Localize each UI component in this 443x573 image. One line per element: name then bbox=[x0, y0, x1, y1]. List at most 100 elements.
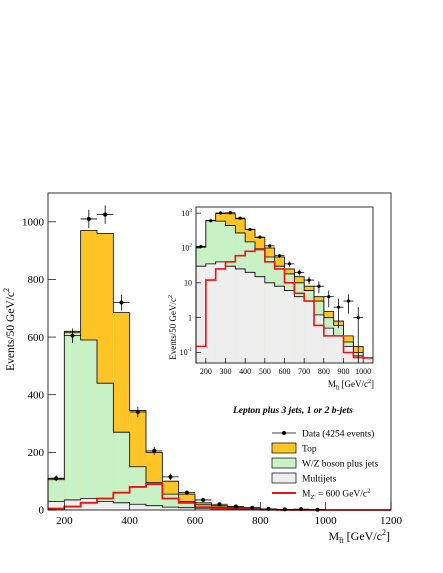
inset-data-point bbox=[356, 316, 360, 320]
legend: Data (4254 events) Top W/Z boson plus jets… bbox=[271, 429, 379, 502]
legend-data-marker bbox=[282, 431, 286, 435]
main-x-axis-label-sub: t̅t bbox=[337, 536, 344, 545]
inset-y-tick-label-base: 10 bbox=[184, 278, 192, 287]
main-y-tick-label: 1000 bbox=[22, 216, 45, 228]
main-wz-histogram-bin bbox=[146, 482, 163, 510]
legend-label: W/Z boson plus jets bbox=[302, 460, 379, 470]
main-x-axis-label-end: ] bbox=[386, 529, 390, 543]
main-y-tick-label: 0 bbox=[39, 505, 45, 517]
inset-x-axis-label-sup: 2 bbox=[368, 379, 371, 385]
legend-label-sup: 2 bbox=[367, 488, 370, 495]
inset-top-histogram-outline bbox=[195, 213, 373, 363]
inset-data-point bbox=[238, 216, 242, 220]
inset-data-point bbox=[277, 254, 282, 258]
inset-y-tick-label-base: 10 bbox=[181, 244, 189, 253]
main-x-tick-label: 600 bbox=[187, 515, 204, 527]
main-data-point bbox=[70, 333, 75, 338]
inset-multijet-histogram-bin bbox=[235, 268, 246, 363]
inset-x-tick-label: 300 bbox=[220, 367, 232, 376]
inset-data-point bbox=[336, 305, 341, 309]
main-multijet-histogram-bin bbox=[80, 498, 97, 510]
legend-label: MZ' = 600 GeV/c2 bbox=[302, 488, 370, 502]
inset-y-tick-label: 102 bbox=[181, 243, 192, 253]
main-multijet-histogram-bin bbox=[113, 502, 130, 510]
inset-data-point bbox=[346, 299, 351, 303]
inset-y-tick-label-base: 1 bbox=[188, 313, 192, 322]
legend-label-text: Multijets bbox=[302, 475, 337, 485]
main-data-point bbox=[184, 490, 189, 495]
main-data-point bbox=[152, 448, 157, 453]
inset-plot: 200 300 400 500 600 700 800 900 100010-111010210… bbox=[180, 206, 374, 376]
inset-multijet-histogram-bin bbox=[205, 263, 216, 363]
main-y-tick-label: 800 bbox=[28, 274, 45, 286]
main-y-tick-label: 200 bbox=[28, 447, 45, 459]
inset-x-axis-label-unit: [GeV/c bbox=[339, 379, 368, 389]
main-multijet-histogram-bin bbox=[97, 501, 114, 510]
main-data-point bbox=[119, 300, 124, 305]
main-x-axis-label-base: M bbox=[329, 529, 340, 543]
main-x-axis-label-sup: 2 bbox=[382, 528, 386, 537]
inset-data-point bbox=[297, 270, 301, 274]
main-multijet-histogram-bin bbox=[146, 505, 163, 510]
main-wz-histogram-bin bbox=[97, 383, 114, 510]
legend-label-tail: = 600 GeV/c bbox=[316, 490, 368, 500]
main-y-axis-label-text: Events/50 GeV/c bbox=[5, 292, 17, 371]
main-y-tick-label: 600 bbox=[28, 332, 45, 344]
inset-multijet-histogram-bin bbox=[304, 301, 314, 363]
inset-multijet-histogram-bin bbox=[333, 335, 344, 363]
main-y-axis-label: Events/50 GeV/c2 bbox=[2, 288, 17, 371]
inset-y-tick-label: 10-1 bbox=[180, 347, 193, 357]
legend-label: Multijets bbox=[302, 475, 337, 485]
main-x-tick-label: 800 bbox=[252, 515, 269, 527]
inset-x-tick-label: 400 bbox=[239, 367, 251, 376]
main-data-point bbox=[299, 507, 304, 512]
main-x-tick-label: 400 bbox=[121, 515, 138, 527]
inset-data-point bbox=[307, 278, 311, 282]
inset-y-axis-label-text: Events/50 GeV/c bbox=[168, 298, 178, 360]
main-multijet-histogram-bin bbox=[162, 507, 179, 510]
main-y-axis-label-sup: 2 bbox=[2, 288, 11, 292]
inset-x-tick-label: 500 bbox=[259, 367, 271, 376]
legend-label: Top bbox=[302, 445, 317, 455]
inset-multijet-histogram-bin bbox=[255, 276, 265, 363]
inset-y-tick-label-exp: -1 bbox=[188, 347, 193, 353]
inset-data-point bbox=[209, 219, 213, 223]
legend-swatch bbox=[271, 472, 297, 484]
inset-data-point bbox=[248, 227, 252, 232]
inset-x-axis-label-end: ] bbox=[371, 379, 374, 389]
main-y-tick-label: 400 bbox=[28, 389, 45, 401]
inset-y-tick-label: 103 bbox=[181, 208, 192, 218]
inset-x-tick-label: 700 bbox=[298, 367, 310, 376]
inset-y-tick-label-base: 10 bbox=[181, 209, 189, 218]
inset-multijet-histogram-bin bbox=[245, 272, 255, 363]
main-wz-histogram-bin bbox=[178, 501, 195, 510]
main-data-point bbox=[103, 212, 108, 217]
inset-y-axis-label-sup: 2 bbox=[168, 295, 174, 298]
inset-x-tick-label: 1000 bbox=[355, 367, 371, 376]
inset-x-axis-label: Mt̅t [GeV/c2] bbox=[328, 379, 374, 392]
inset-multijet-histogram-bin bbox=[215, 261, 226, 363]
main-multijet-histogram-bin bbox=[48, 501, 65, 510]
main-wz-histogram-bin bbox=[80, 339, 97, 510]
inset-signal-line bbox=[196, 248, 373, 359]
legend-label: Data (4254 events) bbox=[302, 429, 374, 440]
main-data-point bbox=[201, 497, 206, 502]
inset-multijet-histogram-bin bbox=[225, 266, 236, 363]
inset-data-point bbox=[317, 284, 321, 288]
main-data-point bbox=[135, 410, 140, 415]
inset-data-point bbox=[268, 244, 272, 248]
inset-y-tick-label: 1 bbox=[188, 313, 192, 322]
main-data-point bbox=[54, 476, 59, 481]
inset-multijet-histogram-bin bbox=[323, 328, 334, 363]
inset-multijet-histogram-bin bbox=[264, 282, 275, 363]
main-data-point bbox=[250, 505, 255, 510]
main-multijet-histogram-bin bbox=[178, 507, 195, 510]
inset-y-axis-label: Events/50 GeV/c2 bbox=[168, 295, 178, 360]
main-x-tick-label: 200 bbox=[56, 515, 73, 527]
main-data-point bbox=[217, 502, 222, 507]
inset-y-tick-label: 10 bbox=[184, 278, 192, 287]
inset-y-tick-label-base: 10 bbox=[180, 348, 188, 357]
main-x-axis-label: Mt̅t [GeV/c2] bbox=[329, 528, 390, 545]
inset-x-tick-label: 600 bbox=[279, 367, 291, 376]
